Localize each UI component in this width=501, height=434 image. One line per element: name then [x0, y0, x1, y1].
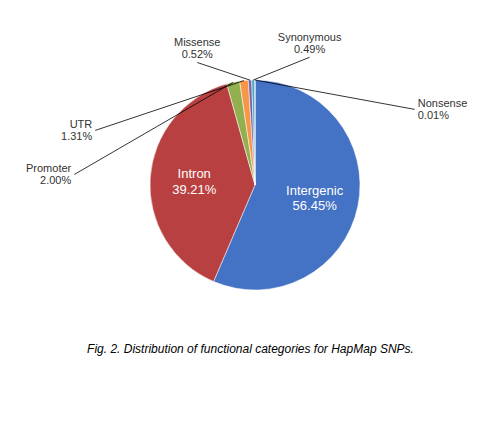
svg-text:UTR1.31%: UTR1.31%	[61, 118, 92, 143]
svg-text:Promoter2.00%: Promoter2.00%	[26, 162, 72, 187]
svg-text:Synonymous0.49%: Synonymous0.49%	[278, 31, 342, 56]
svg-text:Missense0.52%: Missense0.52%	[174, 36, 220, 61]
html-text:Fig. 2. Distribution of functi: Fig. 2. Distribution of functional categ…	[87, 342, 414, 356]
svg-text:Intron39.21%: Intron39.21%	[172, 166, 217, 197]
svg-text:Nonsense0.01%: Nonsense0.01%	[418, 97, 468, 122]
svg-text:Intergenic56.45%: Intergenic56.45%	[286, 183, 344, 214]
